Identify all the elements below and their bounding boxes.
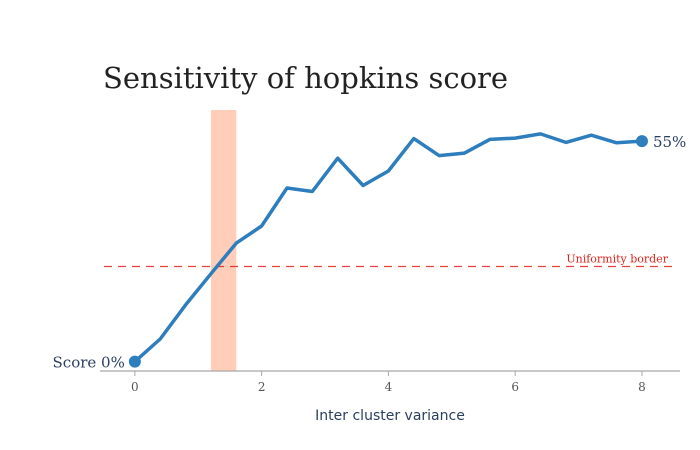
end-label: 55% <box>653 133 686 151</box>
x-tick-label: 4 <box>385 380 393 394</box>
x-tick-label: 6 <box>511 380 519 394</box>
highlight-band-layer <box>210 110 237 371</box>
start-point <box>128 355 141 368</box>
series-line <box>133 132 644 364</box>
x-tick-label: 0 <box>131 380 139 394</box>
x-axis-label: Inter cluster variance <box>315 408 465 424</box>
uniformity-border-label: Uniformity border <box>566 253 668 266</box>
start-label: Score 0% <box>53 354 125 372</box>
series-layer: Score 0% 55% <box>53 132 686 372</box>
chart-title: Sensitivity of hopkins score <box>103 61 508 95</box>
reference-line-layer: Uniformity border <box>104 253 672 268</box>
x-tick-label: 2 <box>258 380 266 394</box>
highlight-band <box>210 110 237 371</box>
end-point <box>635 135 648 148</box>
x-tick-layer: 0 2 4 6 8 <box>131 371 646 394</box>
x-tick-label: 8 <box>638 380 646 394</box>
